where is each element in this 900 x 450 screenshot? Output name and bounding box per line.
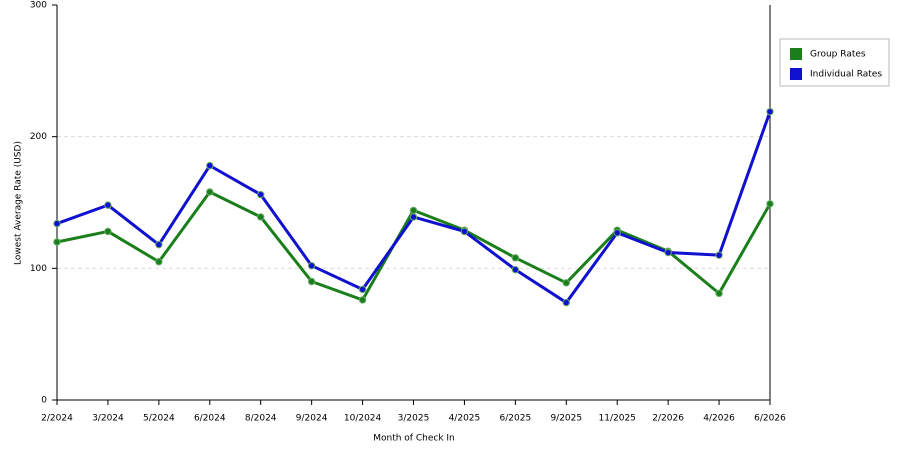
x-tick-label: 9/2025: [550, 414, 582, 424]
data-point: [257, 190, 265, 199]
y-tick-label: 100: [30, 264, 47, 274]
data-point: [511, 254, 520, 262]
legend-swatch: [790, 68, 802, 80]
data-point: [358, 296, 367, 304]
x-tick-label: 6/2026: [754, 414, 786, 424]
legend-label: Individual Rates: [810, 70, 882, 80]
x-tick-label: 6/2025: [500, 414, 532, 424]
data-point: [155, 258, 163, 266]
data-point: [257, 213, 265, 221]
data-point: [562, 298, 570, 307]
data-point: [104, 201, 112, 209]
data-point: [460, 227, 469, 236]
y-tick-label: 200: [30, 132, 47, 142]
x-tick-label: 6/2024: [194, 414, 226, 424]
data-point: [155, 240, 163, 249]
x-tick-label: 5/2024: [143, 414, 175, 424]
y-tick-label: 300: [30, 1, 47, 11]
legend-swatch: [790, 48, 802, 60]
y-tick-label: 0: [41, 396, 47, 406]
data-point: [664, 248, 672, 257]
data-point: [104, 227, 112, 236]
x-tick-label: 10/2024: [344, 414, 382, 424]
data-point: [715, 251, 723, 259]
x-axis-label: Month of Check In: [373, 434, 455, 444]
x-tick-label: 4/2025: [449, 414, 481, 424]
y-axis-label: Lowest Average Rate (USD): [14, 141, 24, 265]
x-tick-label: 3/2025: [398, 414, 430, 424]
data-point: [766, 107, 774, 116]
data-point: [613, 229, 621, 237]
data-point: [307, 262, 316, 270]
x-tick-label: 2/2024: [41, 414, 73, 424]
data-point: [562, 279, 570, 287]
data-point: [511, 265, 520, 274]
x-tick-label: 9/2024: [296, 414, 328, 424]
data-point: [358, 285, 367, 294]
data-point: [715, 289, 723, 298]
data-point: [766, 200, 774, 208]
data-point: [206, 161, 214, 170]
x-tick-label: 4/2026: [703, 414, 735, 424]
data-point: [409, 206, 418, 215]
data-point: [409, 213, 418, 221]
x-tick-label: 2/2026: [652, 414, 684, 424]
data-point: [53, 219, 61, 228]
data-point: [53, 238, 61, 246]
x-tick-label: 3/2024: [92, 414, 124, 424]
data-point: [206, 188, 214, 196]
legend-label: Group Rates: [810, 50, 866, 60]
data-point: [307, 277, 316, 286]
x-tick-label: 11/2025: [599, 414, 636, 424]
x-tick-label: 8/2024: [245, 414, 277, 424]
